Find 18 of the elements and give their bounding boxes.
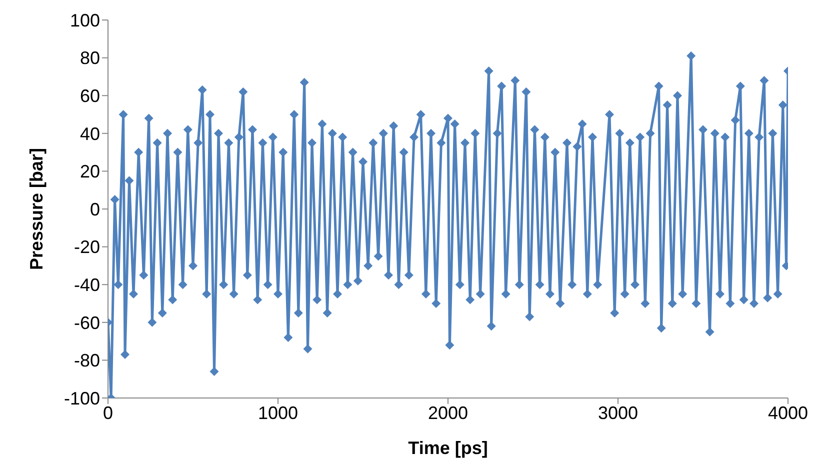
x-tick-label: 0 bbox=[102, 402, 114, 423]
y-tick-label: 0 bbox=[90, 199, 100, 220]
y-tick-label: -20 bbox=[74, 237, 100, 258]
y-tick-label: -80 bbox=[74, 350, 100, 371]
x-axis-title: Time [ps] bbox=[408, 438, 488, 458]
x-tick-label: 1000 bbox=[258, 402, 298, 423]
y-tick-label: 20 bbox=[80, 162, 100, 182]
y-axis-title: Pressure [bar] bbox=[26, 148, 46, 270]
x-tick-label: 3000 bbox=[598, 402, 638, 423]
y-tick-label: -60 bbox=[74, 312, 100, 333]
x-tick-label: 2000 bbox=[428, 402, 468, 423]
y-tick-label: 40 bbox=[80, 124, 100, 144]
x-tick-label: 4000 bbox=[768, 402, 808, 423]
y-tick-label: -100 bbox=[64, 388, 100, 408]
y-tick-label: 60 bbox=[80, 86, 100, 106]
y-tick-label: 80 bbox=[80, 48, 100, 68]
y-tick-label: 100 bbox=[70, 10, 100, 30]
y-tick-label: -40 bbox=[74, 274, 100, 295]
